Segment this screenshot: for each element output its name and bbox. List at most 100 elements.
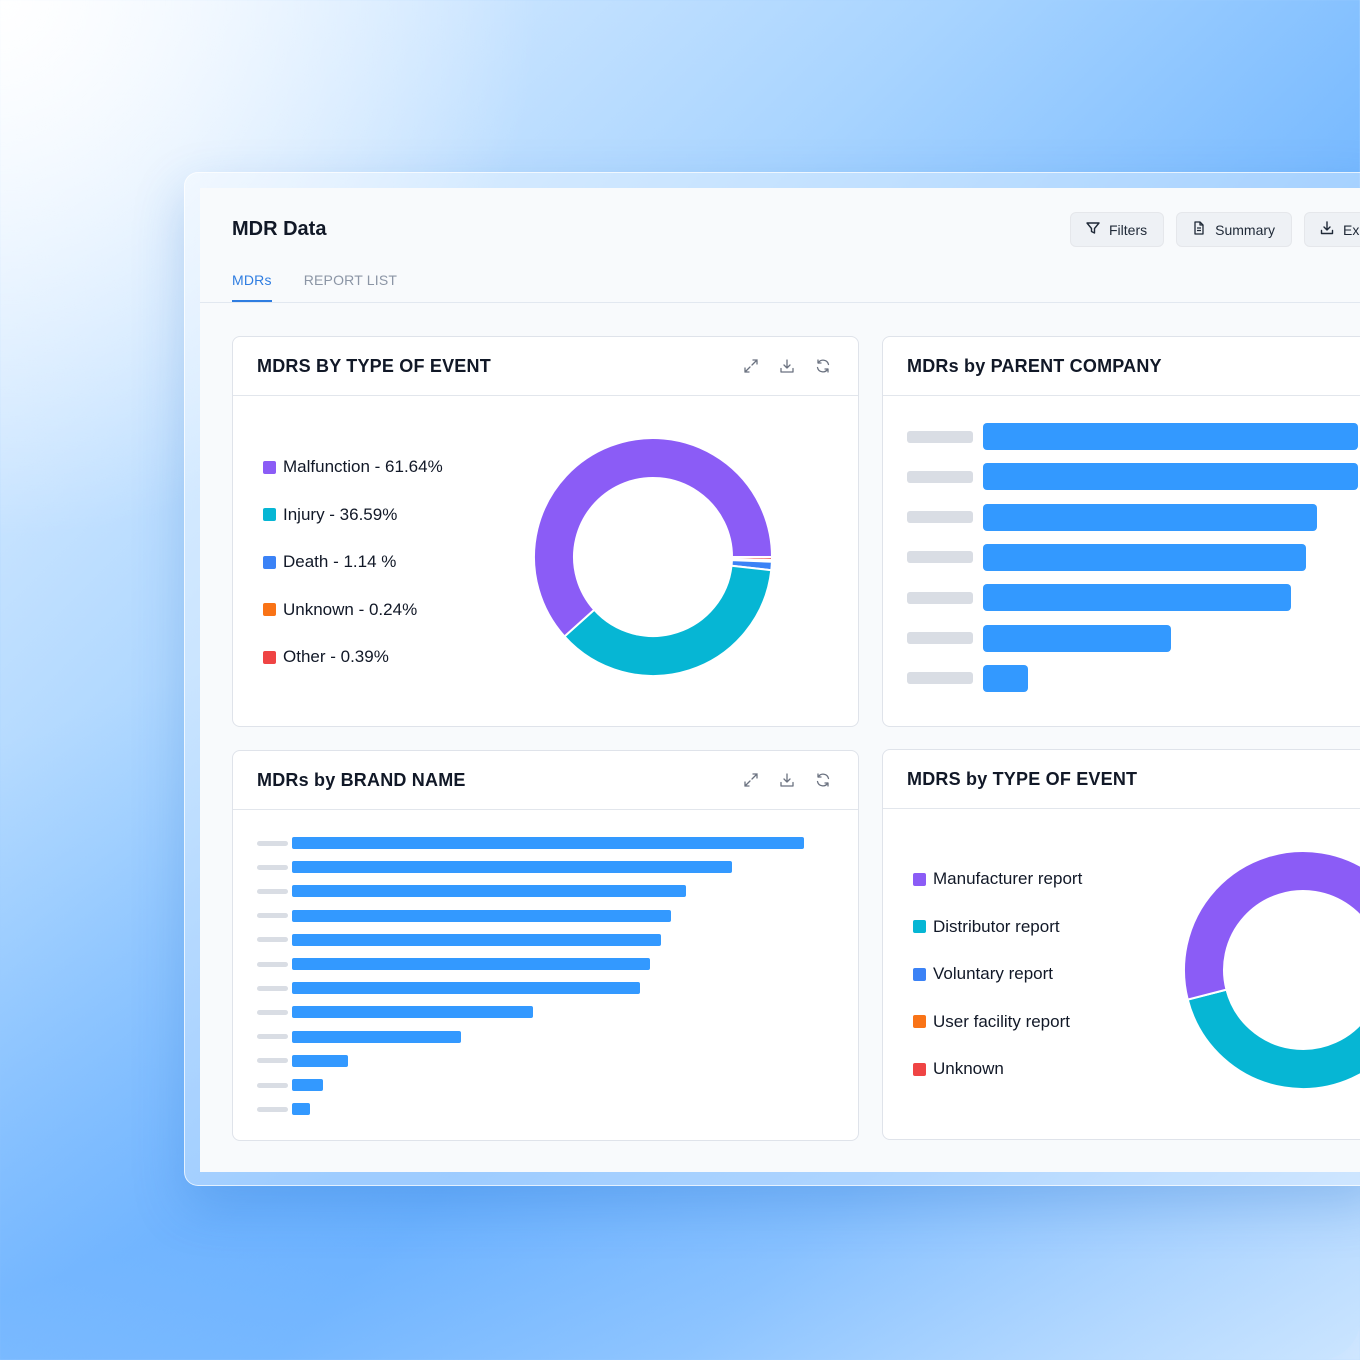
document-icon bbox=[1191, 220, 1207, 239]
page-title: MDR Data bbox=[232, 218, 327, 240]
event-type-donut-chart bbox=[533, 437, 774, 677]
bar-10[interactable] bbox=[292, 1054, 349, 1067]
bar-4[interactable] bbox=[983, 543, 1306, 571]
bar-category-placeholder bbox=[907, 551, 973, 564]
legend-swatch bbox=[263, 460, 276, 474]
legend-label: Malfunction - 61.64% bbox=[283, 457, 443, 476]
bar-category-placeholder bbox=[257, 1058, 288, 1064]
legend-item: Unknown bbox=[913, 1058, 1082, 1080]
parent-company-bar-chart bbox=[883, 337, 1360, 726]
parent-company-card: MDRs by PARENT COMPANY bbox=[882, 336, 1360, 727]
brand-name-bar-chart bbox=[233, 751, 858, 1140]
bar-2[interactable] bbox=[983, 463, 1358, 491]
bar-9[interactable] bbox=[292, 1030, 461, 1043]
tab-report-list[interactable]: REPORT LIST bbox=[303, 272, 398, 288]
card-title: MDRS BY TYPE OF EVENT bbox=[257, 356, 491, 376]
legend-swatch bbox=[913, 1062, 926, 1076]
bar-7[interactable] bbox=[983, 664, 1028, 692]
bar-category-placeholder bbox=[907, 511, 973, 524]
summary-button[interactable]: Summary bbox=[1176, 212, 1293, 247]
bar-6[interactable] bbox=[292, 958, 651, 970]
legend-label: Death - 1.14 % bbox=[283, 552, 397, 571]
filter-icon bbox=[1085, 220, 1101, 239]
bar-category-placeholder bbox=[257, 888, 288, 894]
chart-legend: Manufacturer report Distributor report V… bbox=[913, 868, 1082, 1106]
bar-11[interactable] bbox=[292, 1079, 323, 1091]
bar-category-placeholder bbox=[257, 1034, 288, 1040]
bar-12[interactable] bbox=[292, 1103, 310, 1116]
download-icon[interactable] bbox=[778, 357, 796, 375]
download-icon bbox=[1319, 220, 1335, 239]
legend-swatch bbox=[913, 920, 926, 933]
bar-1[interactable] bbox=[292, 837, 804, 849]
filters-button[interactable]: Filters bbox=[1070, 212, 1165, 247]
expand-icon[interactable] bbox=[742, 357, 760, 375]
legend-swatch bbox=[913, 872, 926, 886]
bar-8[interactable] bbox=[292, 1006, 533, 1019]
legend-item: User facility report bbox=[913, 1011, 1082, 1033]
legend-item: Other - 0.39% bbox=[263, 646, 443, 668]
legend-label: Distributor report bbox=[933, 916, 1060, 936]
legend-label: User facility report bbox=[933, 1011, 1070, 1031]
donut-slice-distributor-report[interactable] bbox=[1186, 988, 1360, 1090]
card-header: MDRs by BRAND NAME bbox=[233, 751, 858, 810]
bar-category-placeholder bbox=[907, 632, 973, 644]
event-type-card: MDRS BY TYPE OF EVENT Malfunction - 61.6… bbox=[232, 336, 859, 727]
card-header: MDRS by TYPE OF EVENT bbox=[883, 750, 1360, 809]
legend-swatch bbox=[263, 508, 276, 521]
bar-category-placeholder bbox=[257, 937, 288, 943]
report-source-card: MDRS by TYPE OF EVENT Manufacturer repor… bbox=[882, 749, 1360, 1140]
legend-label: Injury - 36.59% bbox=[283, 504, 398, 524]
bar-4[interactable] bbox=[292, 909, 671, 922]
legend-item: Manufacturer report bbox=[913, 868, 1082, 890]
bar-category-placeholder bbox=[907, 430, 973, 443]
tab-mdrs[interactable]: MDRs bbox=[232, 272, 272, 302]
bar-category-placeholder bbox=[907, 470, 973, 483]
legend-item: Voluntary report bbox=[913, 963, 1082, 985]
refresh-icon[interactable] bbox=[814, 357, 832, 375]
legend-item: Distributor report bbox=[913, 916, 1082, 938]
legend-label: Unknown - 0.24% bbox=[283, 599, 418, 619]
donut-slice-manufacturer-report[interactable] bbox=[1183, 850, 1360, 1034]
legend-label: Voluntary report bbox=[933, 964, 1054, 983]
bar-5[interactable] bbox=[292, 933, 661, 946]
bar-7[interactable] bbox=[292, 982, 641, 995]
page-header: MDR Data Filters Summary Exp bbox=[200, 188, 1360, 303]
bar-category-placeholder bbox=[257, 864, 288, 870]
legend-swatch bbox=[913, 967, 926, 981]
chart-legend: Malfunction - 61.64% Injury - 36.59% Dea… bbox=[263, 456, 443, 694]
legend-swatch bbox=[913, 1015, 926, 1028]
bar-category-placeholder bbox=[257, 985, 288, 991]
bar-1[interactable] bbox=[983, 423, 1358, 450]
card-actions bbox=[742, 357, 832, 375]
app-window: MDR Data Filters Summary Exp bbox=[200, 188, 1360, 1172]
legend-item: Injury - 36.59% bbox=[263, 504, 443, 526]
brand-name-card: MDRs by BRAND NAME bbox=[232, 750, 859, 1141]
expand-icon[interactable] bbox=[742, 771, 760, 789]
card-title: MDRs by BRAND NAME bbox=[257, 770, 466, 790]
bar-3[interactable] bbox=[983, 503, 1317, 531]
download-icon[interactable] bbox=[778, 771, 796, 789]
donut-slice-malfunction[interactable] bbox=[533, 437, 774, 638]
bar-category-placeholder bbox=[257, 913, 288, 919]
card-header: MDRS BY TYPE OF EVENT bbox=[233, 337, 858, 396]
refresh-icon[interactable] bbox=[814, 771, 832, 789]
card-actions bbox=[742, 771, 832, 789]
bar-category-placeholder bbox=[257, 961, 288, 967]
bar-6[interactable] bbox=[983, 624, 1171, 652]
export-button[interactable]: Exp bbox=[1304, 212, 1360, 247]
legend-item: Malfunction - 61.64% bbox=[263, 456, 443, 478]
bar-2[interactable] bbox=[292, 861, 733, 874]
tab-bar: MDRs REPORT LIST bbox=[232, 272, 397, 302]
toolbar: Filters Summary Exp bbox=[1070, 212, 1360, 247]
donut-slice-injury[interactable] bbox=[563, 564, 773, 677]
bar-category-placeholder bbox=[257, 1106, 288, 1112]
legend-item: Death - 1.14 % bbox=[263, 551, 443, 573]
filters-label: Filters bbox=[1109, 221, 1148, 238]
bar-3[interactable] bbox=[292, 885, 687, 898]
bar-5[interactable] bbox=[983, 584, 1291, 612]
bar-category-placeholder bbox=[257, 840, 288, 846]
legend-swatch bbox=[263, 555, 276, 569]
summary-label: Summary bbox=[1215, 221, 1276, 238]
legend-swatch bbox=[263, 603, 276, 616]
